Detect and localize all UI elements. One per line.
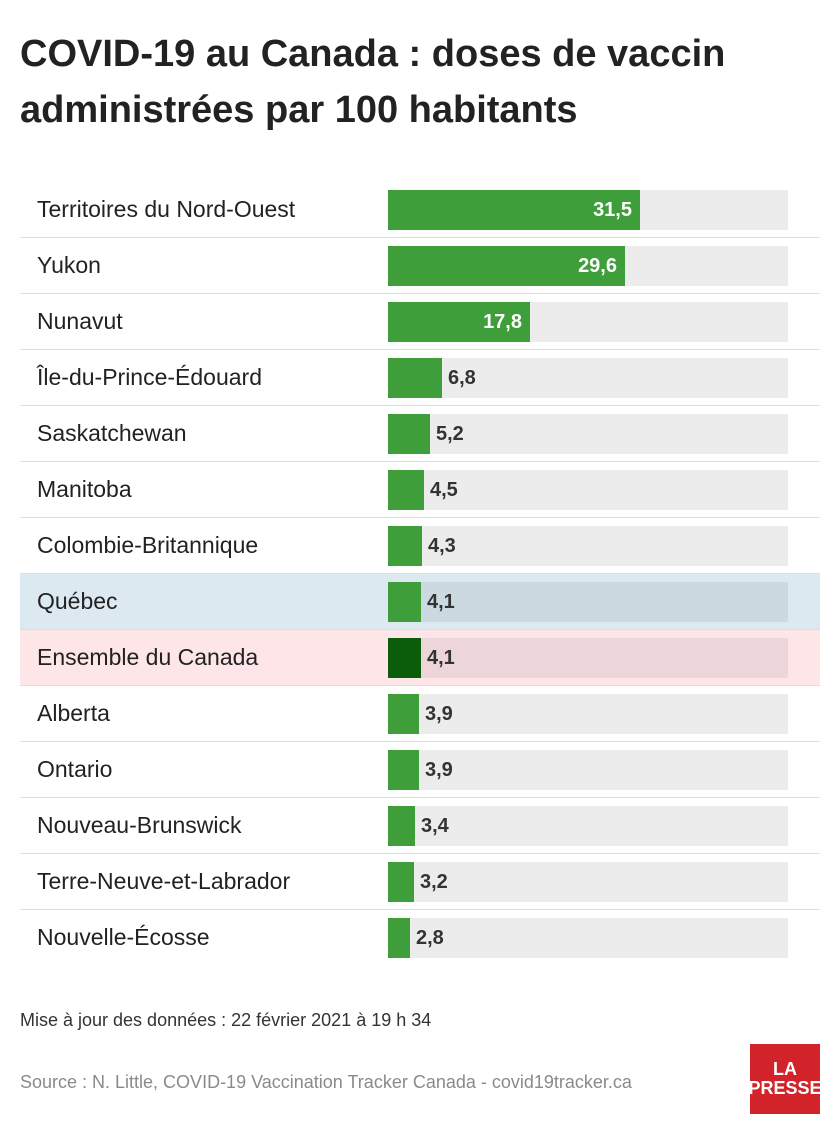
bar (388, 470, 424, 510)
update-note: Mise à jour des données : 22 février 202… (20, 1010, 432, 1030)
value-label: 3,9 (425, 759, 453, 781)
la-presse-logo: LA PRESSE (748, 1044, 822, 1114)
chart-row: Ensemble du Canada 4,1 (20, 630, 820, 686)
bar (388, 302, 530, 342)
value-label: 6,8 (448, 367, 476, 389)
value-label: 3,9 (425, 703, 453, 725)
bar-track: 4,1 (388, 582, 788, 622)
value-label: 4,1 (427, 591, 455, 613)
bar-track: 17,8 (388, 302, 788, 342)
chart-row: Yukon 29,6 (20, 238, 820, 294)
bar-track: 6,8 (388, 358, 788, 398)
chart-title: COVID-19 au Canada : doses de vaccin adm… (20, 33, 726, 131)
category-label: Colombie-Britannique (37, 532, 259, 558)
chart-row: Nouveau-Brunswick 3,4 (20, 798, 820, 854)
chart-row: Ontario 3,9 (20, 742, 820, 798)
bar-track: 31,5 (388, 190, 788, 230)
category-label: Nouvelle-Écosse (37, 924, 210, 950)
chart-row: Nouvelle-Écosse 2,8 (20, 910, 820, 966)
bar (388, 694, 419, 734)
category-label: Saskatchewan (37, 420, 187, 446)
bar-track: 4,3 (388, 526, 788, 566)
category-label: Territoires du Nord-Ouest (37, 196, 296, 222)
bar-track: 3,4 (388, 806, 788, 846)
bar-track: 4,5 (388, 470, 788, 510)
bar-track: 29,6 (388, 246, 788, 286)
bar-track: 5,2 (388, 414, 788, 454)
chart-row: Alberta 3,9 (20, 686, 820, 742)
bar (388, 638, 421, 678)
category-label: Yukon (37, 252, 101, 278)
value-label: 3,2 (420, 871, 448, 893)
category-label: Ontario (37, 756, 113, 782)
category-label: Île-du-Prince-Édouard (37, 364, 263, 390)
category-label: Nunavut (37, 308, 123, 334)
value-label: 4,5 (430, 479, 458, 501)
bar (388, 806, 415, 846)
logo-line-1: LA (773, 1059, 797, 1079)
chart-row: Manitoba 4,5 (20, 462, 820, 518)
value-label: 29,6 (578, 255, 617, 277)
bar-track: 3,9 (388, 750, 788, 790)
bar-track: 2,8 (388, 918, 788, 958)
bar-chart: Territoires du Nord-Ouest 31,5 Yukon 29,6 Nu… (20, 182, 820, 966)
bar (388, 526, 422, 566)
bar (388, 918, 410, 958)
logo-line-2: PRESSE (748, 1078, 822, 1098)
bar-track: 3,9 (388, 694, 788, 734)
category-label: Nouveau-Brunswick (37, 812, 242, 838)
bar (388, 750, 419, 790)
category-label: Québec (37, 588, 118, 614)
chart-row: Colombie-Britannique 4,3 (20, 518, 820, 574)
chart-row: Nunavut 17,8 (20, 294, 820, 350)
value-label: 4,3 (428, 535, 456, 557)
value-label: 31,5 (593, 199, 632, 221)
value-label: 2,8 (416, 927, 444, 949)
bar (388, 246, 625, 286)
category-label: Alberta (37, 700, 110, 726)
chart-row: Île-du-Prince-Édouard 6,8 (20, 350, 820, 406)
value-label: 17,8 (483, 311, 522, 333)
chart-row: Québec 4,1 (20, 574, 820, 630)
value-label: 3,4 (421, 815, 449, 837)
value-label: 4,1 (427, 647, 455, 669)
source-note: Source : N. Little, COVID-19 Vaccination… (20, 1072, 632, 1092)
value-label: 5,2 (436, 423, 464, 445)
bar-track: 4,1 (388, 638, 788, 678)
category-label: Manitoba (37, 476, 132, 502)
chart-row: Saskatchewan 5,2 (20, 406, 820, 462)
chart-row: Terre-Neuve-et-Labrador 3,2 (20, 854, 820, 910)
bar-track: 3,2 (388, 862, 788, 902)
bar (388, 358, 442, 398)
category-label: Ensemble du Canada (37, 644, 259, 670)
bar (388, 862, 414, 902)
bar (388, 414, 430, 454)
chart-row: Territoires du Nord-Ouest 31,5 (20, 182, 820, 238)
category-label: Terre-Neuve-et-Labrador (37, 868, 291, 894)
bar (388, 190, 640, 230)
bar (388, 582, 421, 622)
